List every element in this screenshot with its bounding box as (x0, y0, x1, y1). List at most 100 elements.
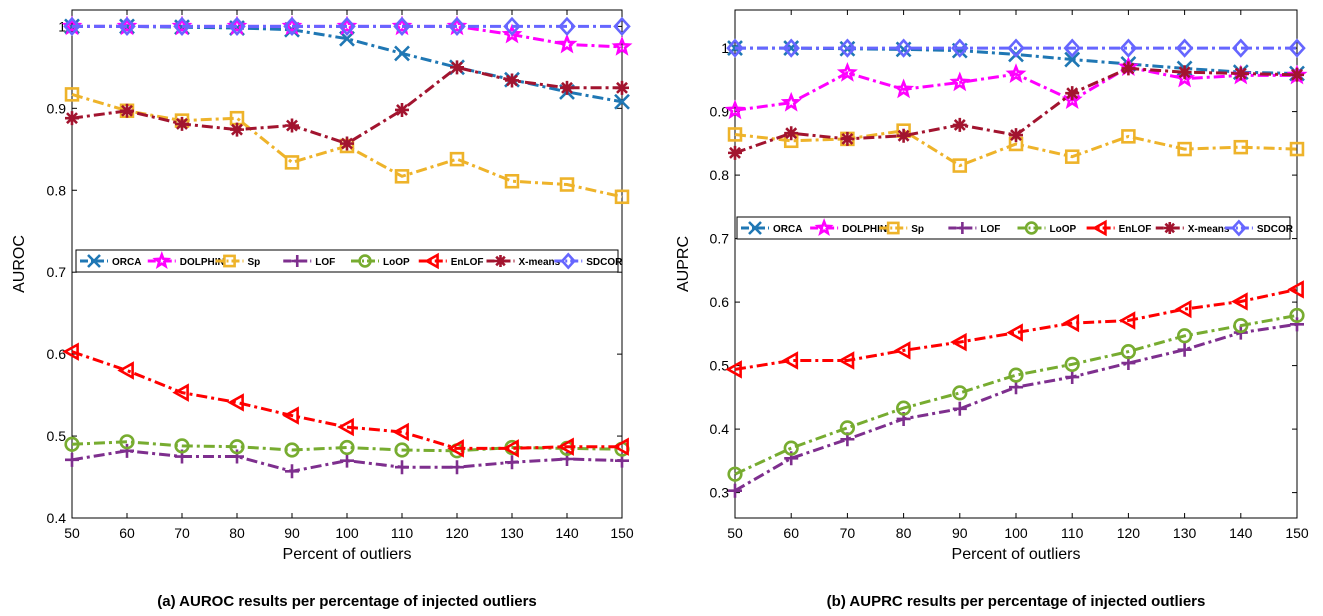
legend-item-sdcor: SDCOR (554, 252, 623, 270)
y-tick-label: 0.8 (710, 167, 730, 183)
legend-label: Sp (911, 224, 924, 235)
data-point-sp (64, 87, 80, 102)
legend-marker (886, 221, 900, 235)
data-point-sp (1177, 141, 1192, 157)
data-point-loop (229, 439, 245, 455)
legend-label: EnLOF (451, 257, 484, 268)
data-point-enlof (1231, 292, 1248, 311)
data-point-loop (1064, 356, 1080, 372)
data-point-sdcor (228, 16, 246, 37)
legend-marker (748, 221, 762, 235)
data-point-dolphin (724, 99, 746, 120)
legend (736, 216, 1291, 240)
data-point-sdcor (448, 16, 466, 37)
data-point-x-means (65, 111, 79, 126)
series-x-means (728, 61, 1304, 160)
data-point-dolphin (501, 23, 523, 44)
legend-marker (1091, 219, 1107, 237)
x-tick-label: 70 (174, 525, 190, 541)
data-point-loop (1176, 328, 1193, 344)
data-point-lof (505, 455, 519, 470)
data-point-loop (119, 434, 135, 450)
data-point-sdcor (503, 16, 521, 37)
legend-item-dolphin: DOLPHIN (810, 218, 887, 237)
legend-marker (291, 255, 304, 267)
data-point-dolphin (949, 71, 971, 92)
legend-item-orca: ORCA (741, 221, 802, 235)
legend-label: LOF (980, 224, 1000, 235)
y-tick-label: 0.7 (710, 231, 730, 247)
legend-marker (494, 255, 507, 267)
x-tick-label: 140 (555, 525, 579, 541)
y-tick-label: 0.6 (710, 294, 730, 310)
legend-marker (1024, 221, 1039, 235)
data-point-lof (450, 460, 464, 475)
y-tick-label: 1 (58, 18, 66, 34)
data-point-enlof (502, 439, 519, 458)
data-point-loop (1008, 367, 1024, 383)
legend-label: SDCOR (586, 257, 623, 268)
series-line-lof (734, 322, 1298, 492)
data-point-x-means (1065, 86, 1080, 101)
data-point-sdcor (1288, 38, 1306, 58)
data-point-sdcor (951, 38, 969, 58)
data-point-x-means (560, 80, 574, 95)
data-point-sdcor (1063, 38, 1081, 58)
legend-label: LoOP (383, 257, 410, 268)
series-line-enlof (71, 350, 622, 450)
legend-marker (1231, 219, 1247, 237)
y-tick-label: 0.9 (47, 100, 67, 116)
legend-marker (152, 251, 172, 270)
legend-marker (956, 222, 969, 234)
data-point-dolphin (611, 35, 633, 56)
legend-label: X-means (519, 257, 561, 268)
legend-label: LOF (315, 257, 335, 268)
legend-item-lof: LOF (283, 255, 335, 268)
data-point-enlof (612, 437, 629, 456)
data-point-enlof (1062, 313, 1080, 333)
legend-marker (1163, 222, 1176, 234)
data-point-dolphin (836, 61, 858, 82)
data-point-sdcor (1232, 38, 1250, 58)
data-point-x-means (615, 80, 629, 95)
data-point-enlof (893, 341, 911, 360)
data-point-sp (559, 177, 575, 192)
legend-label: EnLOF (1119, 224, 1152, 235)
data-point-loop (174, 438, 190, 454)
legend-item-orca: ORCA (80, 254, 141, 268)
x-tick-label: 70 (840, 525, 856, 541)
data-point-x-means (285, 118, 299, 133)
data-point-x-means (1290, 67, 1304, 82)
series-line-enlof (734, 287, 1298, 371)
legend-item-sp: Sp (879, 221, 924, 235)
legend-item-loop: LoOP (351, 254, 410, 268)
x-tick-label: 130 (500, 525, 524, 541)
data-point-dolphin (780, 91, 802, 112)
data-point-x-means (1233, 66, 1248, 81)
legend-label: Sp (248, 257, 261, 268)
y-tick-label: 0.5 (710, 358, 730, 374)
x-tick-label: 150 (1285, 525, 1309, 541)
legend-marker (358, 254, 372, 268)
data-point-enlof (117, 361, 134, 380)
auroc-chart: 50 60 70 80 90 100 110 120 130 140 150 0.4 0.5 0.6 0.7… (11, 9, 634, 610)
legend-marker (560, 252, 577, 270)
x-tick-label: 110 (391, 525, 414, 541)
series-lof (728, 317, 1304, 498)
data-point-sp (952, 158, 968, 173)
data-point-orca (614, 93, 630, 110)
series-line-loop (734, 313, 1298, 476)
data-point-loop (783, 440, 799, 456)
data-point-x-means (1009, 128, 1023, 143)
legend-marker (424, 252, 439, 270)
data-point-dolphin (556, 33, 578, 54)
legend (75, 249, 619, 273)
legend-label: LoOP (1050, 224, 1077, 235)
data-point-x-means (340, 136, 354, 151)
data-point-sdcor (894, 38, 913, 58)
data-point-x-means (896, 128, 911, 143)
data-point-loop (394, 442, 410, 458)
data-point-orca (394, 45, 410, 62)
data-point-lof (120, 443, 134, 458)
